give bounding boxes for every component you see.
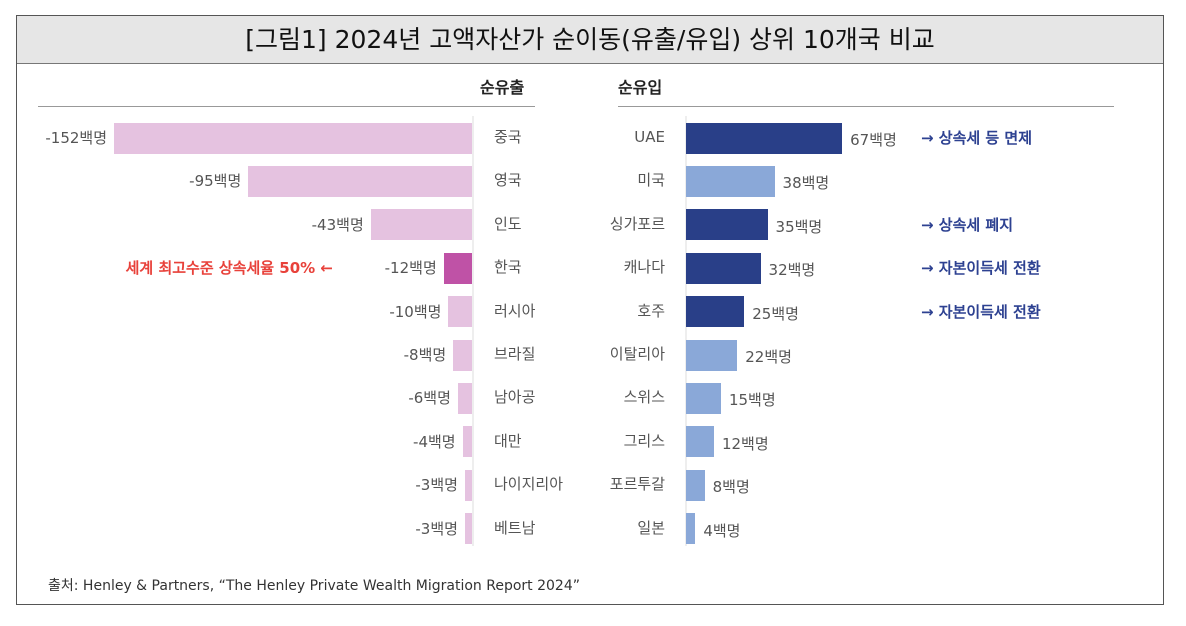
inflow-bar	[686, 296, 745, 328]
outflow-bar	[457, 382, 472, 414]
inflow-value-label: 38백명	[782, 174, 830, 193]
outflow-bar	[248, 165, 472, 197]
inflow-bar	[686, 426, 714, 458]
outflow-value-label: -6백명	[408, 389, 451, 408]
outflow-country-label: 대만	[494, 431, 522, 450]
outflow-value-label: -3백명	[415, 476, 458, 495]
inflow-value-label: 67백명	[850, 131, 897, 149]
outflow-country-label: 러시아	[494, 301, 536, 320]
inflow-value-label: 12백명	[721, 434, 769, 453]
outflow-header-rule	[38, 106, 535, 107]
inflow-header: 순유입	[618, 78, 663, 97]
outflow-country-label: 한국	[494, 258, 522, 277]
outflow-country-label: 중국	[494, 128, 522, 146]
outflow-value-label: -12백명	[384, 259, 437, 278]
outflow-country-label: 영국	[494, 171, 522, 190]
outflow-country-label: 남아공	[494, 388, 536, 407]
outflow-bar	[443, 252, 472, 284]
outflow-value-label: -4백명	[413, 432, 456, 451]
inflow-bar	[686, 252, 761, 284]
outflow-value-label: -3백명	[415, 519, 458, 538]
inflow-annotation: → 자본이득세 전환	[921, 259, 1041, 278]
outflow-bar	[114, 122, 472, 154]
inflow-country-label: 포르투갈	[609, 475, 665, 494]
inflow-bar	[686, 513, 696, 545]
inflow-country-label: 일본	[637, 518, 665, 537]
outflow-value-label: -8백명	[403, 346, 447, 364]
inflow-bar	[686, 122, 843, 154]
inflow-header-rule	[618, 106, 1114, 107]
inflow-country-label: UAE	[634, 128, 665, 146]
source-note: 출처: Henley & Partners, “The Henley Priva…	[48, 578, 580, 594]
outflow-country-label: 나이지리아	[494, 475, 564, 494]
inflow-country-label: 미국	[637, 171, 665, 190]
inflow-bar	[686, 165, 775, 197]
inflow-country-label: 호주	[637, 301, 665, 320]
inflow-country-label: 스위스	[623, 388, 665, 407]
inflow-axis	[685, 116, 687, 546]
inflow-value-label: 8백명	[712, 478, 750, 497]
outflow-bar	[464, 469, 472, 501]
inflow-value-label: 22백명	[745, 348, 792, 366]
inflow-value-label: 35백명	[775, 217, 823, 236]
outflow-bar	[448, 296, 472, 328]
inflow-value-label: 32백명	[768, 261, 816, 280]
inflow-annotation: → 상속세 폐지	[921, 215, 1014, 234]
figure-frame: [그림1] 2024년 고액자산가 순이동(유출/유입) 상위 10개국 비교	[16, 15, 1164, 605]
inflow-bar	[686, 339, 738, 371]
outflow-value-label: -43백명	[311, 215, 364, 234]
inflow-country-label: 이탈리아	[609, 345, 665, 363]
outflow-value-label: -152백명	[45, 129, 108, 147]
inflow-country-label: 그리스	[623, 431, 665, 450]
outflow-value-label: -10백명	[389, 302, 442, 321]
inflow-annotation: → 자본이득세 전환	[921, 302, 1041, 321]
outflow-axis	[472, 116, 474, 546]
inflow-value-label: 25백명	[752, 304, 799, 323]
inflow-country-label: 캐나다	[623, 258, 665, 277]
outflow-annotation: 세계 최고수준 상속세율 50% ←	[125, 259, 333, 278]
inflow-value-label: 15백명	[728, 391, 776, 410]
outflow-bar	[453, 339, 472, 371]
inflow-country-label: 싱가포르	[609, 214, 665, 233]
outflow-country-label: 인도	[494, 214, 522, 233]
outflow-country-label: 브라질	[494, 345, 536, 363]
outflow-bar	[370, 209, 472, 241]
inflow-bar	[686, 469, 705, 501]
outflow-bar	[464, 513, 472, 545]
outflow-header: 순유출	[480, 78, 525, 97]
inflow-value-label: 4백명	[703, 521, 741, 540]
outflow-value-label: -95백명	[189, 172, 242, 191]
inflow-bar	[686, 382, 721, 414]
figure-title: [그림1] 2024년 고액자산가 순이동(유출/유입) 상위 10개국 비교	[17, 16, 1163, 64]
inflow-bar	[686, 209, 768, 241]
outflow-country-label: 베트남	[494, 518, 536, 537]
outflow-bar	[462, 426, 472, 458]
inflow-annotation: → 상속세 등 면제	[921, 129, 1033, 147]
